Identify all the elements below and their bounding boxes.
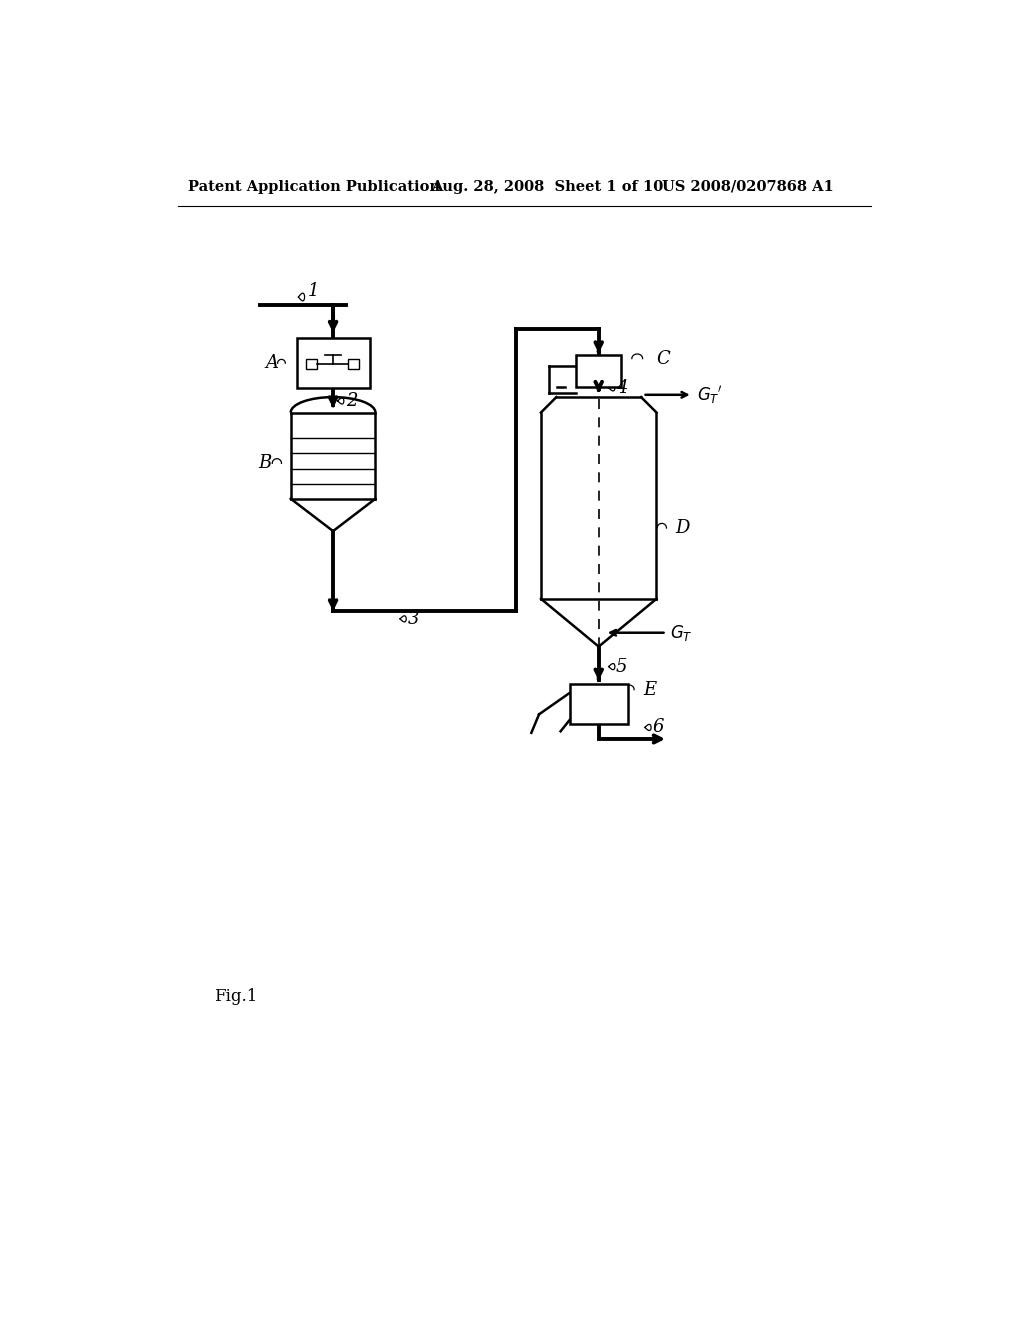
Text: D: D: [676, 519, 690, 537]
Text: Fig.1: Fig.1: [214, 987, 257, 1005]
Text: C: C: [656, 350, 671, 367]
Text: 5: 5: [615, 657, 627, 676]
Bar: [569, 684, 628, 723]
Text: Aug. 28, 2008  Sheet 1 of 10: Aug. 28, 2008 Sheet 1 of 10: [431, 180, 664, 194]
Text: 3: 3: [408, 610, 419, 628]
Text: 2: 2: [346, 392, 357, 411]
Text: E: E: [643, 681, 656, 698]
Text: US 2008/0207868 A1: US 2008/0207868 A1: [662, 180, 834, 194]
Text: 6: 6: [652, 718, 665, 737]
Text: $\mathit{G_T}'$: $\mathit{G_T}'$: [696, 384, 722, 405]
Text: 1: 1: [307, 282, 319, 300]
Text: B: B: [259, 454, 272, 473]
Bar: [306, 359, 316, 370]
Text: $\mathit{G_T}$: $\mathit{G_T}$: [671, 623, 693, 643]
Bar: [577, 355, 621, 387]
Text: A: A: [265, 354, 278, 372]
Text: 4: 4: [615, 379, 627, 397]
Text: Patent Application Publication: Patent Application Publication: [188, 180, 440, 194]
Bar: [348, 359, 359, 370]
Bar: [297, 338, 370, 388]
